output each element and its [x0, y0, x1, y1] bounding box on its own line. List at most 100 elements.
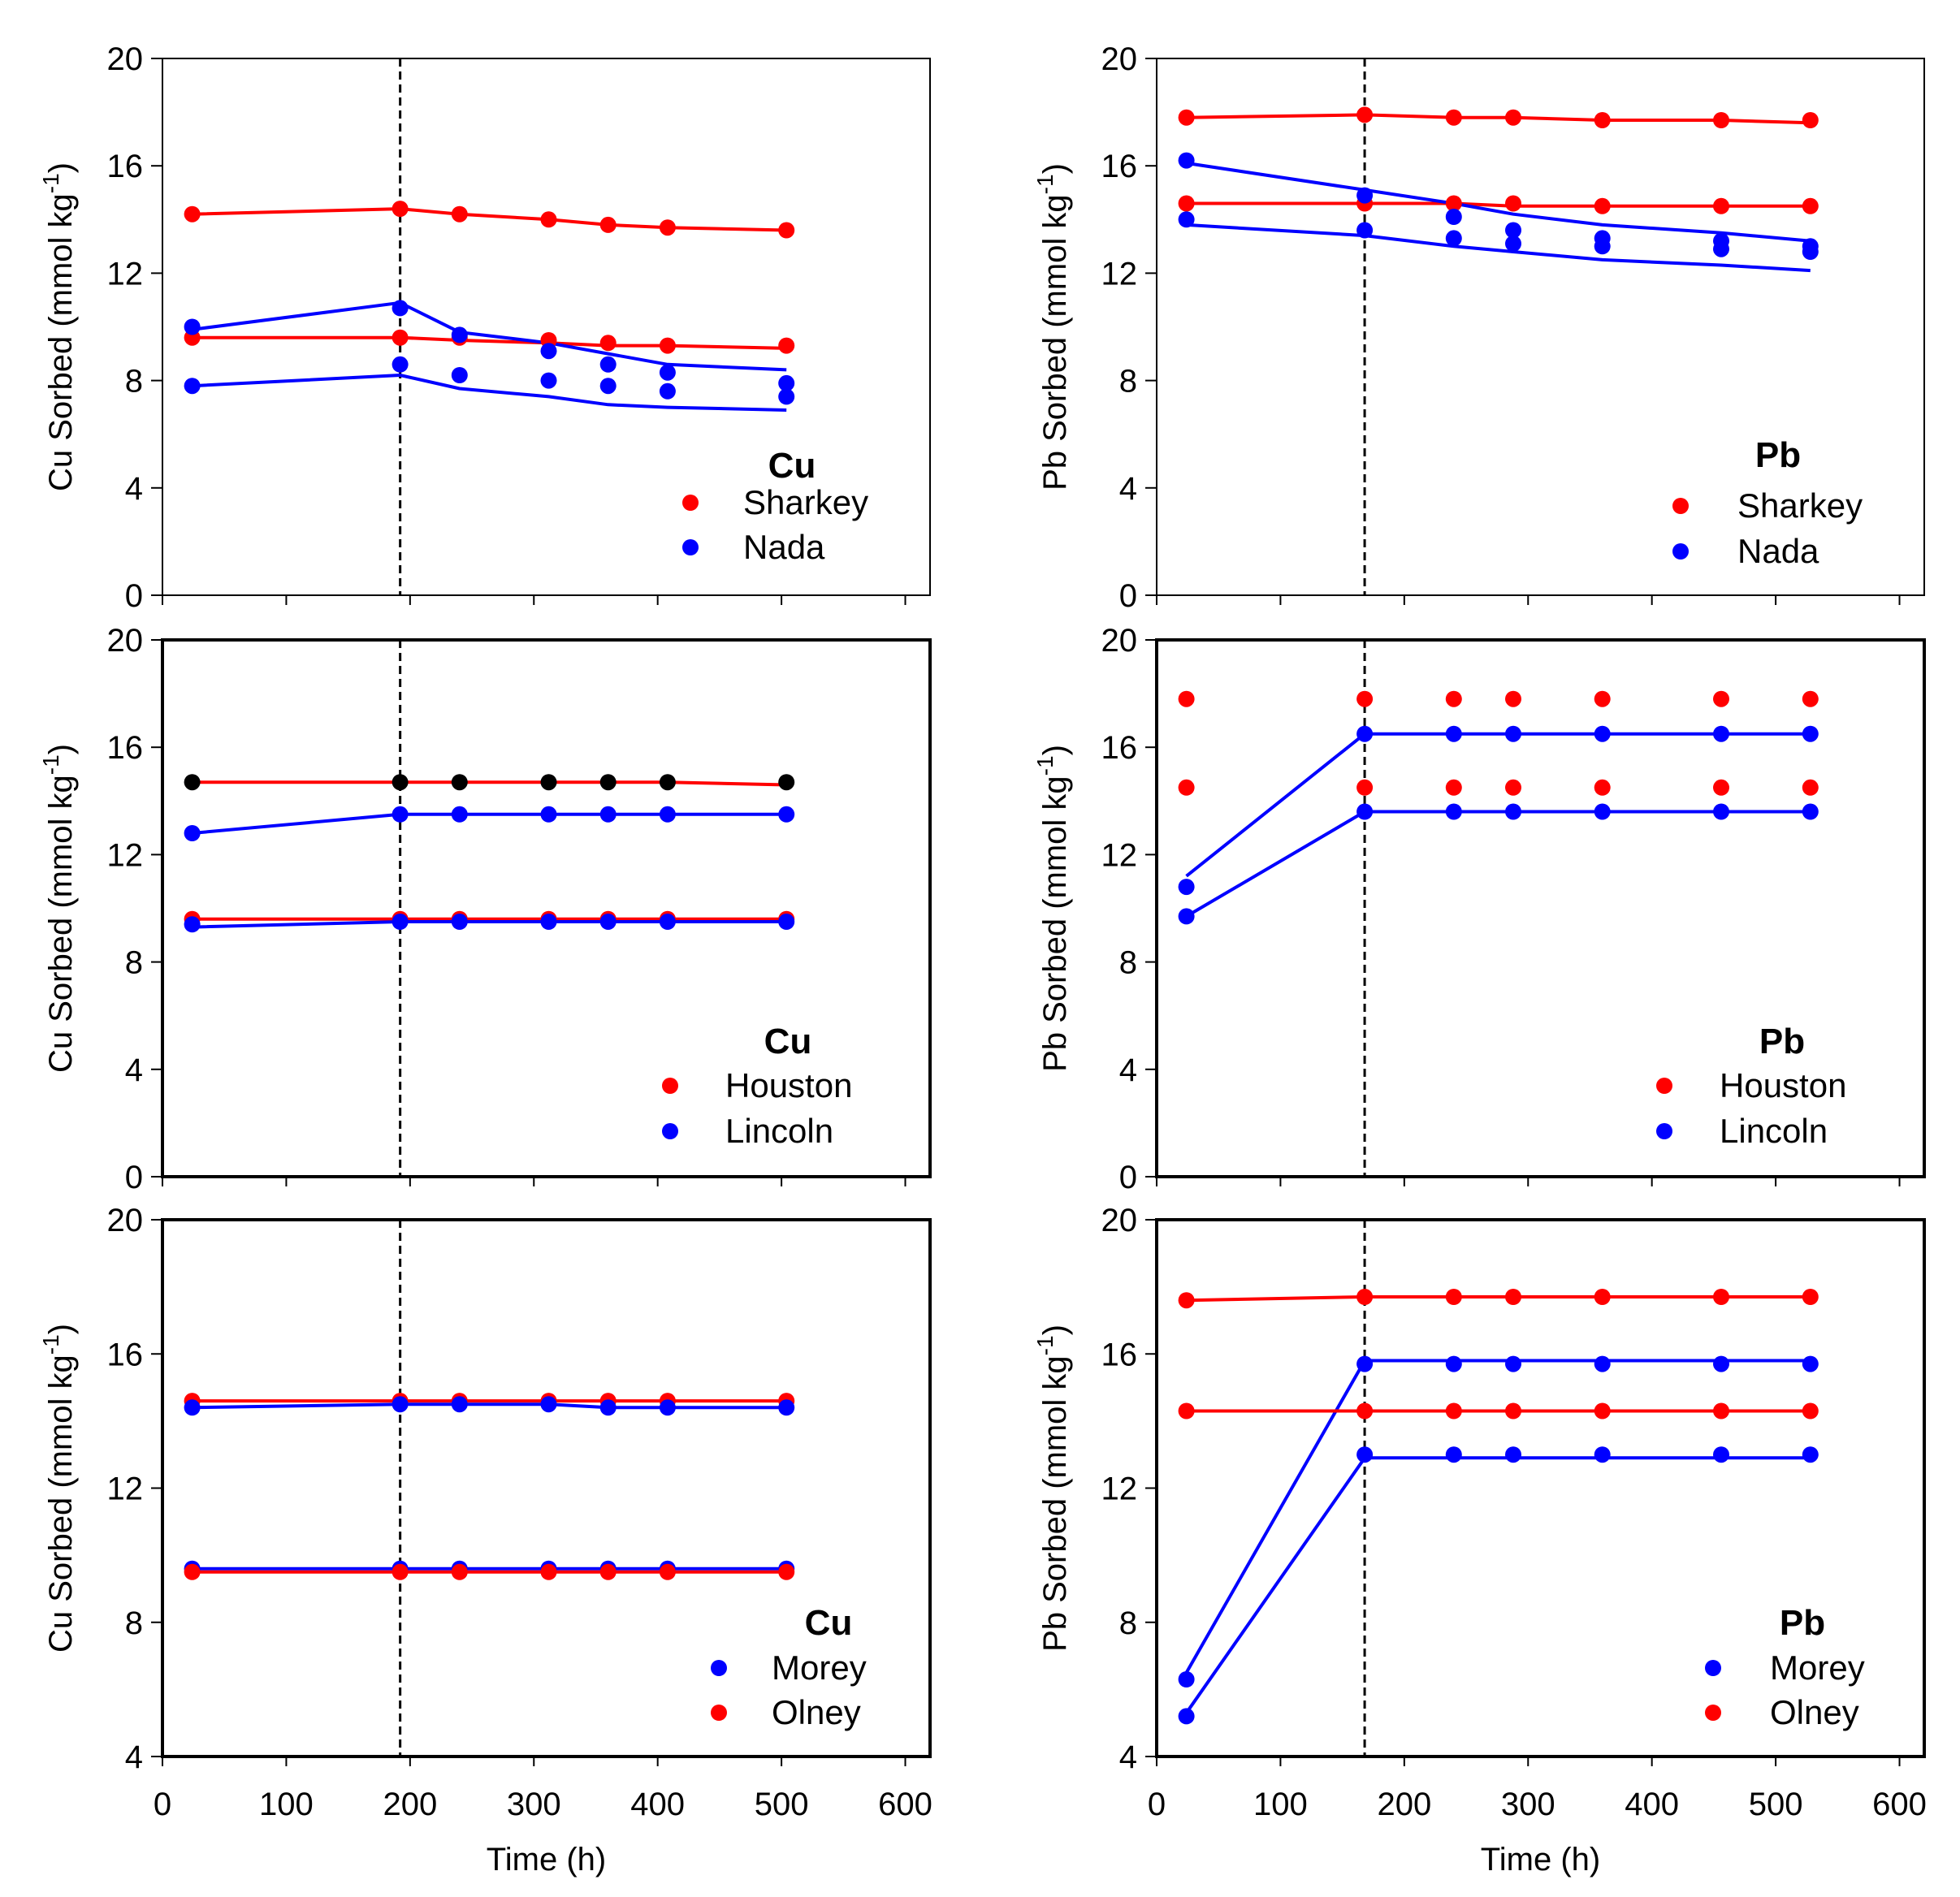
- legend-marker: [682, 539, 699, 555]
- data-point: [1713, 1402, 1729, 1420]
- data-point: [1445, 725, 1462, 742]
- y-tick-label: 20: [1101, 1203, 1138, 1238]
- data-point: [1178, 109, 1195, 126]
- legend-title: Cu: [805, 1603, 853, 1643]
- data-point: [1594, 1446, 1611, 1463]
- data-point: [778, 374, 795, 391]
- data-point: [1802, 1446, 1819, 1463]
- series-line: [192, 335, 787, 350]
- legend-label: Sharkey: [1737, 486, 1863, 525]
- data-point: [599, 356, 617, 373]
- y-tick-label: 8: [125, 364, 143, 400]
- data-point: [451, 806, 468, 823]
- x-tick-label: 500: [755, 1787, 809, 1822]
- x-tick-label: 600: [1872, 1787, 1927, 1822]
- series-line: [192, 920, 787, 929]
- data-point: [1713, 1446, 1729, 1463]
- data-point: [1178, 1402, 1195, 1420]
- data-point: [1505, 803, 1521, 820]
- data-point: [1505, 1355, 1521, 1372]
- x-tick-label: 100: [1253, 1787, 1308, 1822]
- legend-label: Morey: [1770, 1649, 1865, 1687]
- legend-marker: [1672, 543, 1689, 560]
- legend-title: Pb: [1780, 1603, 1825, 1643]
- y-axis-label: Pb Sorbed (mmol kg-1): [1032, 745, 1073, 1072]
- data-point: [1178, 1708, 1195, 1725]
- y-tick-label: 20: [107, 1203, 144, 1238]
- data-point: [1178, 152, 1195, 169]
- data-point: [659, 806, 676, 823]
- data-point: [1445, 209, 1462, 225]
- data-point: [1445, 1289, 1462, 1305]
- y-axis-label-close: ): [1037, 745, 1073, 755]
- plot-frame: [162, 58, 931, 596]
- y-axis-label-superscript: -1: [38, 173, 63, 193]
- y-tick-label: 12: [1101, 1471, 1138, 1507]
- data-point: [1445, 1402, 1462, 1420]
- x-axis-label: Time (h): [487, 1842, 606, 1878]
- data-point: [1505, 109, 1521, 126]
- y-tick-label: 4: [125, 1052, 143, 1088]
- data-point: [392, 356, 409, 373]
- legend-label: Nada: [1737, 532, 1819, 570]
- panel-cu_houston_lincoln: 0 4 8 12 16 20 Cu Sorbed (mmol kg-1) Cu Houston L…: [38, 623, 932, 1195]
- series-line: [192, 780, 787, 787]
- x-tick-label: 300: [1501, 1787, 1555, 1822]
- y-tick-label: 8: [1119, 364, 1137, 400]
- data-point: [1178, 879, 1195, 896]
- data-point: [1713, 240, 1729, 257]
- data-point: [1356, 187, 1374, 204]
- data-point: [1594, 690, 1611, 707]
- data-point: [540, 1563, 557, 1580]
- y-axis-label-close: ): [1037, 1324, 1073, 1335]
- panel-pb_houston_lincoln: 0 4 8 12 16 20 Pb Sorbed (mmol kg-1) Pb Houston L…: [1032, 623, 1926, 1195]
- data-point: [1594, 1355, 1611, 1372]
- data-point: [1356, 779, 1374, 796]
- data-point: [1594, 238, 1611, 255]
- y-axis-label-superscript: -1: [38, 1334, 63, 1355]
- y-axis-label-main: Pb Sorbed (mmol kg: [1037, 1355, 1073, 1652]
- data-point: [1356, 106, 1374, 123]
- data-point: [1505, 236, 1521, 252]
- data-point: [1802, 779, 1819, 796]
- series-line: [192, 1402, 787, 1410]
- data-point: [1505, 690, 1521, 707]
- data-point: [1445, 803, 1462, 820]
- data-point: [392, 806, 409, 823]
- y-tick-label: 16: [1101, 149, 1138, 184]
- y-tick-label: 4: [125, 471, 143, 507]
- data-point: [1505, 1446, 1521, 1463]
- legend-marker: [1672, 498, 1689, 514]
- legend-label: Houston: [725, 1066, 852, 1104]
- data-point: [1802, 803, 1819, 820]
- data-point: [1713, 197, 1729, 214]
- data-point: [451, 205, 468, 223]
- data-point: [1178, 1671, 1195, 1687]
- x-tick-label: 200: [1377, 1787, 1431, 1822]
- series-line: [192, 812, 787, 835]
- data-point: [392, 1396, 409, 1413]
- x-axis-label: Time (h): [1481, 1842, 1600, 1878]
- data-point: [778, 222, 795, 239]
- y-axis-label: Cu Sorbed (mmol kg-1): [38, 162, 79, 491]
- x-tick-label: 600: [878, 1787, 932, 1822]
- legend-marker: [662, 1123, 678, 1139]
- data-point: [1178, 211, 1195, 228]
- data-point: [1594, 112, 1611, 128]
- data-point: [1802, 244, 1819, 260]
- legend-label: Olney: [772, 1693, 861, 1731]
- data-point: [1178, 1292, 1195, 1309]
- data-point: [184, 205, 201, 223]
- y-tick-label: 12: [107, 1471, 144, 1507]
- y-axis-label-close: ): [43, 162, 79, 173]
- data-point: [1445, 1355, 1462, 1372]
- y-axis-label-superscript: -1: [1032, 755, 1058, 776]
- legend-title: Cu: [764, 1022, 812, 1061]
- data-point: [1713, 1289, 1729, 1305]
- y-tick-label: 8: [125, 945, 143, 981]
- data-point: [540, 914, 557, 930]
- legend-label: Houston: [1720, 1066, 1846, 1104]
- data-point: [392, 329, 409, 346]
- data-point: [1594, 803, 1611, 820]
